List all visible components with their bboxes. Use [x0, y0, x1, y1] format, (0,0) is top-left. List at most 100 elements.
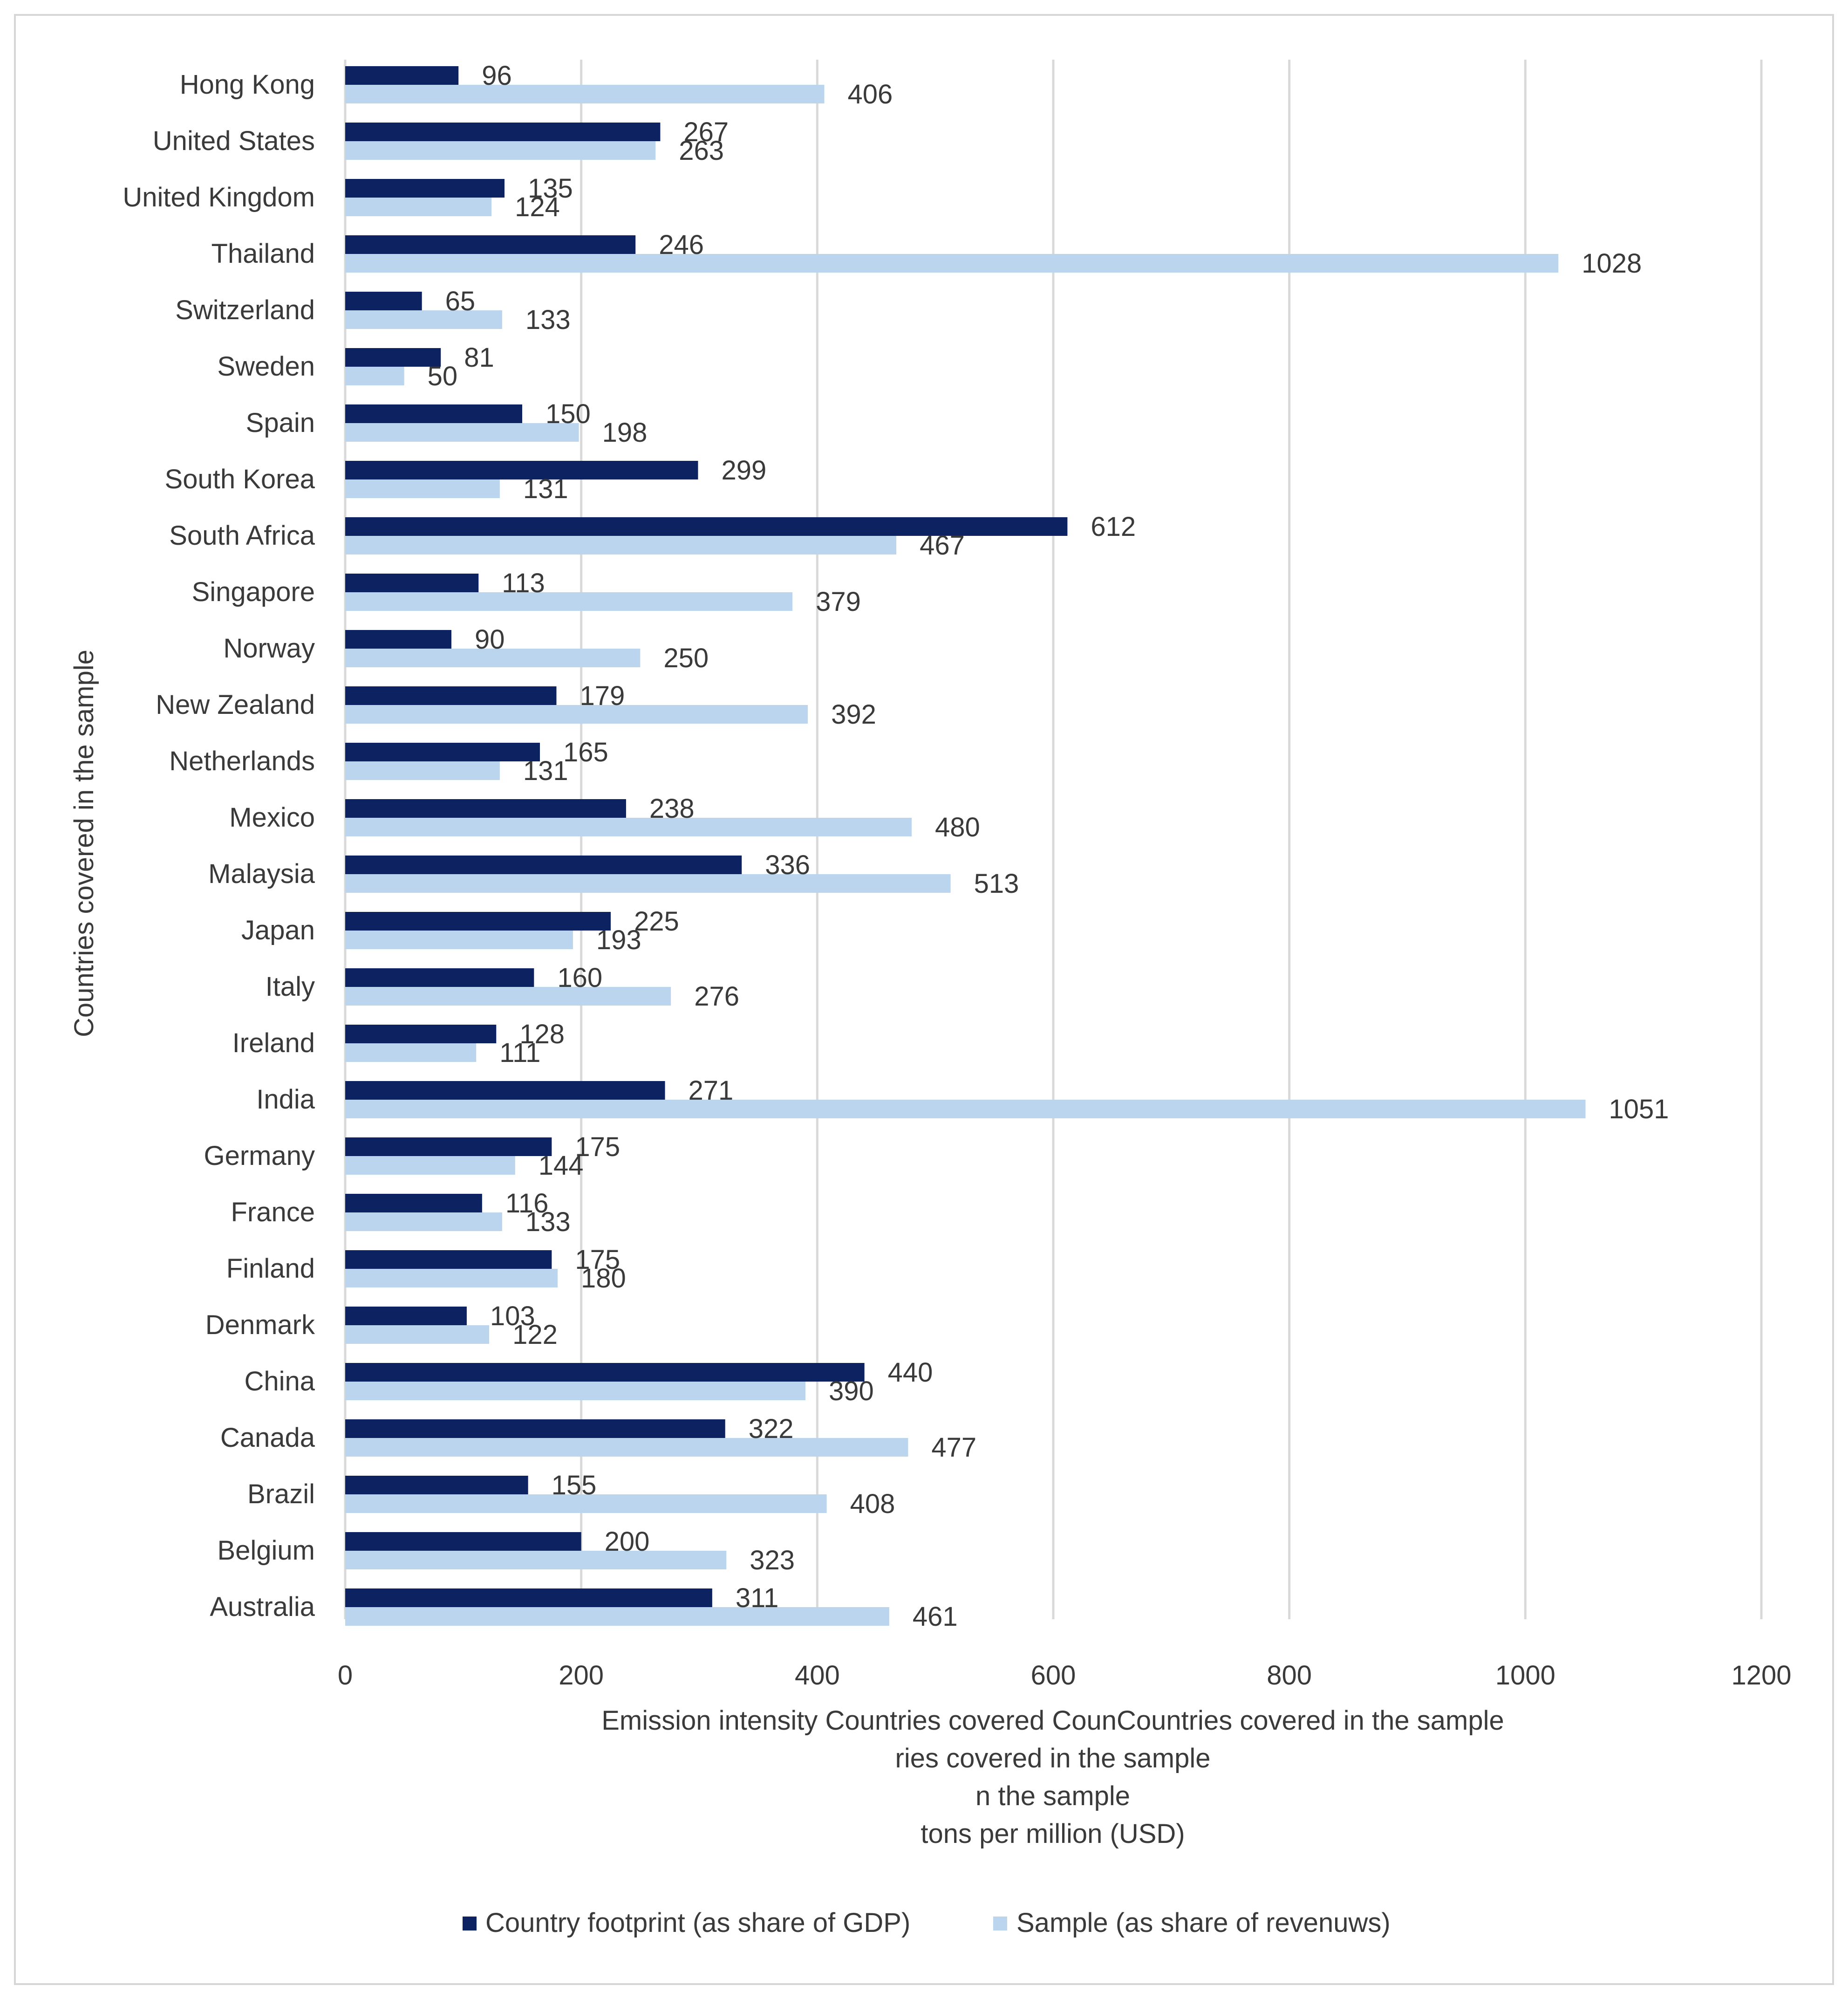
bar-sample	[345, 649, 641, 667]
category-label: New Zealand	[156, 690, 315, 720]
data-label-country: 271	[689, 1075, 734, 1106]
bar-sample	[345, 536, 897, 555]
x-axis-title-line-1: Emission intensity Countries covered Cou…	[601, 1705, 1504, 1736]
bar-country-footprint	[345, 743, 540, 761]
data-label-sample: 131	[523, 756, 568, 786]
bar-sample	[345, 1156, 515, 1175]
bar-sample	[345, 1438, 908, 1457]
data-label-sample: 111	[499, 1038, 540, 1068]
category-label: Spain	[246, 408, 315, 438]
data-label-country: 336	[765, 850, 810, 880]
bar-country-footprint	[345, 912, 611, 931]
data-label-country: 238	[649, 794, 695, 824]
data-label-sample: 390	[829, 1376, 874, 1406]
data-label-sample: 408	[850, 1489, 895, 1519]
x-tick-label: 400	[795, 1660, 840, 1691]
bar-country-footprint	[345, 348, 441, 367]
legend-swatch-country	[463, 1917, 477, 1931]
bar-country-footprint	[345, 799, 626, 818]
data-label-sample: 144	[539, 1150, 584, 1181]
data-label-sample: 133	[525, 1207, 571, 1237]
legend: Country footprint (as share of GDP) Samp…	[463, 1908, 1391, 1938]
data-label-sample: 323	[750, 1545, 795, 1575]
data-label-country: 150	[546, 399, 591, 429]
data-label-country: 96	[482, 61, 512, 91]
data-label-sample: 1051	[1609, 1094, 1669, 1124]
x-tick-labels: 0 200 400 600 800 1000 1200	[338, 1660, 1792, 1691]
category-label: Ireland	[232, 1028, 315, 1058]
data-label-sample: 180	[581, 1263, 626, 1294]
data-label-country: 179	[580, 681, 625, 711]
category-label: South Korea	[165, 464, 315, 494]
bar-sample	[345, 254, 1559, 273]
data-label-country: 299	[721, 455, 766, 486]
x-tick-label: 1200	[1731, 1660, 1791, 1691]
bar-sample	[345, 705, 808, 724]
bar-country-footprint	[345, 1476, 528, 1494]
bar-country-footprint	[345, 235, 636, 254]
data-label-sample: 461	[913, 1602, 958, 1632]
data-label-sample: 193	[596, 925, 641, 955]
bar-sample	[345, 1494, 827, 1513]
category-label: China	[244, 1366, 315, 1397]
bar-country-footprint	[345, 1250, 552, 1269]
data-label-sample: 133	[525, 305, 571, 335]
data-label-country: 113	[502, 568, 545, 598]
category-label: United Kingdom	[123, 182, 315, 212]
data-label-sample: 122	[512, 1320, 558, 1350]
bar-country-footprint	[345, 292, 422, 310]
data-label-country: 128	[519, 1019, 565, 1049]
data-label-country: 103	[490, 1301, 535, 1331]
data-label-sample: 50	[428, 361, 458, 391]
data-label-country: 311	[736, 1583, 778, 1613]
data-label-country: 160	[557, 963, 602, 993]
bar-sample	[345, 423, 579, 442]
bar-sample	[345, 818, 912, 836]
bar-country-footprint	[345, 517, 1068, 536]
bar-sample	[345, 310, 502, 329]
data-label-country: 155	[552, 1470, 597, 1500]
bar-country-footprint	[345, 630, 451, 649]
x-axis-title-line-4: tons per million (USD)	[921, 1819, 1185, 1849]
category-label: Finland	[226, 1253, 315, 1284]
category-label: Singapore	[192, 577, 315, 607]
data-label-sample: 406	[848, 79, 893, 110]
data-label-sample: 124	[515, 192, 560, 222]
bar-country-footprint	[345, 574, 479, 592]
bar-sample	[345, 367, 404, 385]
bar-sample	[345, 874, 951, 893]
bar-country-footprint	[345, 1363, 865, 1382]
category-label: Mexico	[229, 802, 315, 833]
category-label: Malaysia	[208, 859, 315, 889]
data-label-sample: 198	[602, 418, 648, 448]
category-label: Brazil	[247, 1479, 315, 1509]
bar-sample	[345, 1269, 558, 1287]
category-labels: Hong Kong United States United Kingdom Thai…	[123, 69, 315, 1622]
category-label: Netherlands	[169, 746, 315, 776]
category-label: South Africa	[169, 520, 315, 551]
y-axis-title: Countries covered in the sample	[69, 650, 99, 1037]
x-tick-label: 1000	[1495, 1660, 1555, 1691]
data-label-country: 175	[575, 1132, 620, 1162]
data-label-country: 246	[659, 230, 704, 260]
category-label: Norway	[223, 633, 315, 664]
category-label: Italy	[266, 972, 315, 1002]
bar-sample	[345, 592, 793, 611]
data-label-country: 225	[634, 906, 679, 937]
category-label: Belgium	[217, 1535, 315, 1566]
bar-sample	[345, 1551, 727, 1569]
data-label-country: 90	[475, 624, 505, 655]
category-label: Switzerland	[175, 295, 315, 325]
chart-frame	[14, 14, 1834, 1985]
bar-sample	[345, 198, 492, 216]
category-label: France	[231, 1197, 315, 1227]
gridlines	[344, 60, 1763, 1619]
x-axis-title-line-2: ries covered in the sample	[895, 1743, 1211, 1773]
data-label-sample: 131	[523, 474, 568, 504]
data-label-sample: 379	[816, 587, 861, 617]
category-label: Canada	[220, 1423, 315, 1453]
data-label-country: 175	[575, 1245, 620, 1275]
bar-sample	[345, 987, 671, 1006]
